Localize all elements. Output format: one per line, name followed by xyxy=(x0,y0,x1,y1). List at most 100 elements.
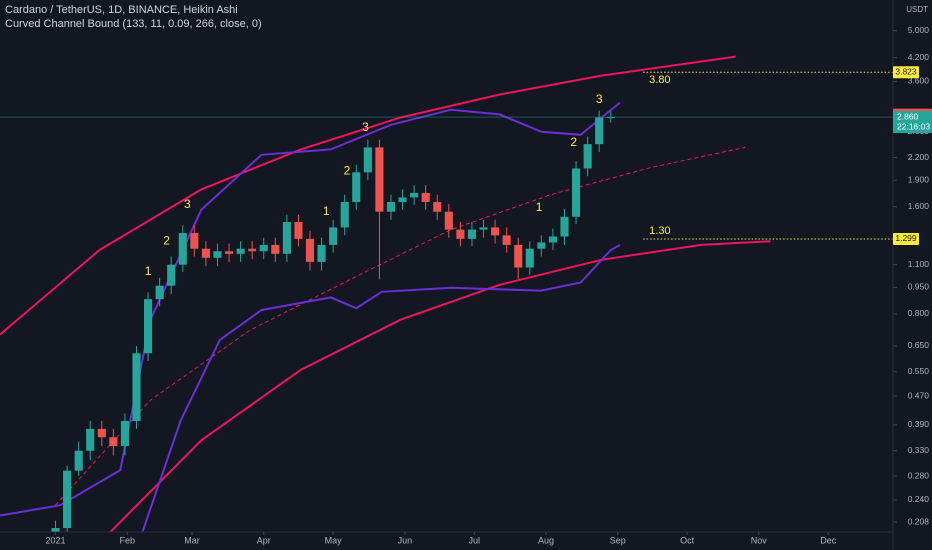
x-tick-label: Nov xyxy=(751,535,768,545)
candle-body xyxy=(410,192,419,198)
candle-body xyxy=(572,168,581,217)
y-tick-label: 0.950 xyxy=(908,282,930,292)
axis-unit: USDT xyxy=(906,5,928,14)
candle-body xyxy=(491,227,500,236)
candle-body xyxy=(352,172,361,203)
candle-body xyxy=(479,227,488,230)
indicator-line xyxy=(108,240,771,532)
candle-body xyxy=(433,202,442,212)
y-tick-label: 4.200 xyxy=(908,52,930,62)
candle-body xyxy=(294,221,303,239)
y-tick-label: 0.390 xyxy=(908,419,930,429)
x-tick-label: Sep xyxy=(610,535,626,545)
plot-area: 1 2 3 1 2 3 1 2 3 3.80 1.30 xyxy=(0,55,893,532)
y-tick-label: 0.550 xyxy=(908,366,930,376)
candle-body xyxy=(375,147,384,212)
candle-body xyxy=(456,229,465,239)
wave-label: 2 xyxy=(344,164,351,178)
candle-body xyxy=(305,238,315,262)
x-tick-label: 2021 xyxy=(46,535,66,545)
candle-body xyxy=(120,420,129,447)
candle-body xyxy=(595,117,604,145)
x-tick-label: Feb xyxy=(119,535,135,545)
candle-body xyxy=(606,117,615,119)
y-tick-label: 5.000 xyxy=(908,25,930,35)
y-tick-label: 0.330 xyxy=(908,445,930,455)
candle-body xyxy=(282,221,291,254)
x-tick-label: May xyxy=(325,535,343,545)
y-tick-label: 2.200 xyxy=(908,152,930,162)
candle-body xyxy=(502,235,511,245)
y-tick-label: 1.900 xyxy=(908,174,930,184)
x-tick-label: Dec xyxy=(820,535,837,545)
candle-body xyxy=(132,353,141,421)
candle-body xyxy=(190,233,199,249)
indicator-line xyxy=(55,146,746,506)
y-tick-label: 0.280 xyxy=(908,470,930,480)
wave-label: 2 xyxy=(163,233,170,247)
candle-body xyxy=(224,251,234,254)
indicator-line xyxy=(141,244,621,532)
candle-body xyxy=(74,450,83,471)
wave-label: 3 xyxy=(596,92,603,106)
indicator-line xyxy=(0,55,736,336)
level-text: 3.80 xyxy=(649,74,670,86)
candle-body xyxy=(86,428,95,451)
candle-body xyxy=(63,470,72,529)
level-text: 1.30 xyxy=(649,225,670,237)
x-tick-label: Jul xyxy=(469,535,481,545)
y-tick-label: 0.650 xyxy=(908,340,930,350)
candle-body xyxy=(548,236,557,243)
chart-title: Cardano / TetherUS, 1D, BINANCE, Heikin … xyxy=(5,4,238,16)
level-price-label: 1.299 xyxy=(895,233,917,243)
candle-body xyxy=(109,437,118,447)
candle-body xyxy=(236,248,245,254)
wave-label: 1 xyxy=(145,264,152,278)
candle-body xyxy=(167,264,176,286)
x-tick-label: Oct xyxy=(680,535,695,545)
x-tick-label: Apr xyxy=(257,535,271,545)
y-tick-label: 0.470 xyxy=(908,390,930,400)
y-tick-label: 3.600 xyxy=(908,76,930,86)
candle-body xyxy=(537,242,546,249)
candle-body xyxy=(398,197,407,203)
candle-body xyxy=(444,211,453,230)
wave-label: 1 xyxy=(323,204,330,218)
level-price-tag xyxy=(893,66,919,79)
candle-body xyxy=(259,244,268,252)
candle-body xyxy=(317,244,326,262)
countdown: 22:16:03 xyxy=(897,121,930,131)
price-tag xyxy=(893,111,932,134)
candle-body xyxy=(560,216,569,237)
candle-body xyxy=(467,229,476,239)
candle-body xyxy=(201,248,210,258)
indicator-label: Curved Channel Bound (133, 11, 0.09, 266… xyxy=(5,18,262,30)
wave-label: 1 xyxy=(536,200,543,214)
candle-body xyxy=(144,299,153,354)
candle-body xyxy=(97,428,106,438)
candle-body xyxy=(155,285,164,300)
candle-body xyxy=(386,202,396,212)
wave-label: 3 xyxy=(362,120,369,134)
candle-body xyxy=(583,144,592,169)
candle-body xyxy=(178,233,187,265)
price-tag-label: 2.860 xyxy=(897,111,919,121)
y-tick-label: 1.100 xyxy=(908,259,930,269)
x-tick-label: Jun xyxy=(398,535,413,545)
candle-body xyxy=(248,248,257,252)
y-tick-label: 0.800 xyxy=(908,308,930,318)
wave-label: 3 xyxy=(184,197,191,211)
wave-label: 2 xyxy=(570,135,577,149)
x-tick-label: Mar xyxy=(184,535,200,545)
candle-body xyxy=(363,147,372,173)
candle-body xyxy=(340,202,349,228)
candle-body xyxy=(213,251,222,258)
x-tick-label: Aug xyxy=(538,535,554,545)
candle-body xyxy=(525,248,534,268)
y-tick-label: 0.208 xyxy=(908,516,930,526)
candle-body xyxy=(421,192,430,203)
